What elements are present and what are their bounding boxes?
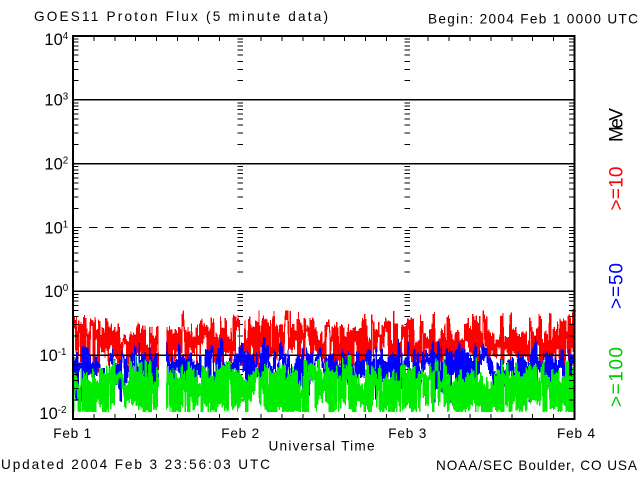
svg-text:103: 103 [44, 92, 68, 110]
svg-text:102: 102 [44, 156, 68, 174]
svg-text:MeV: MeV [607, 108, 628, 142]
svg-text:104: 104 [44, 31, 68, 49]
svg-text:NOAA/SEC Boulder, CO USA: NOAA/SEC Boulder, CO USA [436, 458, 638, 473]
svg-text:Universal Time: Universal Time [269, 439, 375, 454]
svg-text:>=50: >=50 [607, 263, 628, 309]
svg-text:Begin: 2004 Feb 1 0000 UTC: Begin: 2004 Feb 1 0000 UTC [428, 12, 638, 27]
svg-text:>=10: >=10 [607, 167, 628, 211]
svg-text:Feb 3: Feb 3 [388, 426, 426, 441]
svg-text:Feb 2: Feb 2 [221, 426, 259, 441]
svg-text:101: 101 [44, 219, 68, 237]
svg-text:GOES11 Proton Flux (5 minute d: GOES11 Proton Flux (5 minute data) [34, 9, 328, 24]
svg-text:Feb 4: Feb 4 [557, 426, 595, 441]
svg-text:Feb 1: Feb 1 [53, 426, 91, 441]
svg-text:>=100: >=100 [607, 347, 628, 407]
svg-text:Updated 2004 Feb 3 23:56:03 U: Updated 2004 Feb 3 23:56:03 UTC [1, 457, 270, 472]
svg-text:100: 100 [44, 283, 68, 301]
